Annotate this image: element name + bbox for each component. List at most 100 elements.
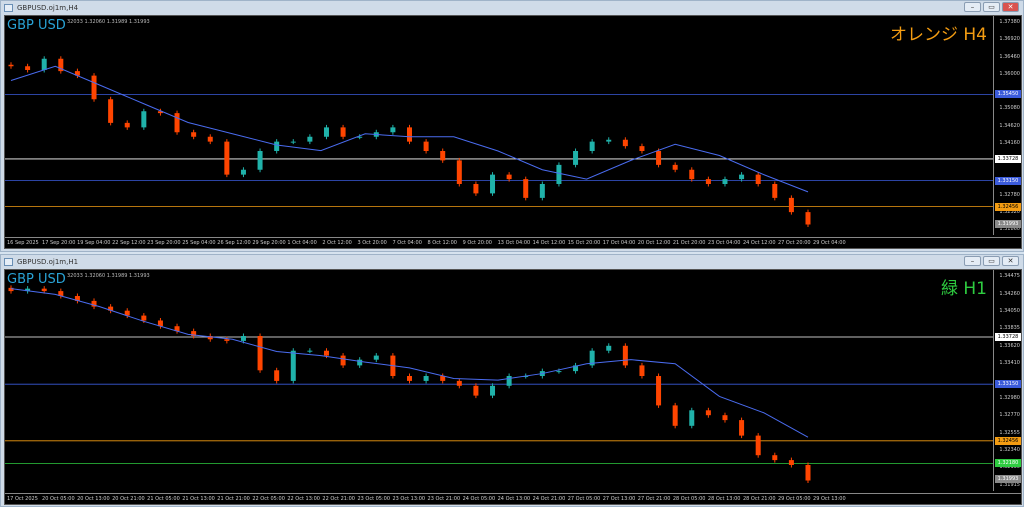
time-tick-label: 9 Oct 20:00 — [462, 240, 492, 246]
time-tick-label: 17 Sep 20:00 — [42, 240, 76, 246]
candle — [290, 350, 296, 381]
candle — [8, 64, 14, 67]
moving-average-line — [10, 65, 809, 193]
maximize-button[interactable]: ▭ — [983, 2, 1000, 12]
candle — [573, 151, 579, 165]
time-tick-label: 27 Oct 20:00 — [777, 240, 811, 246]
price-tick-label: 1.34160 — [999, 139, 1020, 146]
candle — [689, 169, 695, 180]
minimize-button[interactable]: – — [964, 2, 981, 12]
candle — [8, 287, 14, 292]
candle — [407, 127, 412, 142]
window-title: GBPUSD.oj1m,H1 — [17, 258, 79, 266]
time-tick-label: 27 Oct 13:00 — [602, 496, 636, 502]
time-tick-label: 27 Oct 21:00 — [637, 496, 671, 502]
candle — [423, 141, 429, 151]
candle — [788, 197, 794, 213]
price-plot[interactable] — [5, 16, 993, 235]
price-tick-label: 1.36000 — [999, 70, 1020, 77]
time-tick-label: 15 Oct 20:00 — [567, 240, 601, 246]
time-tick-label: 22 Sep 12:00 — [112, 240, 146, 246]
candle — [141, 315, 147, 321]
h4-chart-window[interactable]: GBPUSD.oj1m,H4 – ▭ ✕ GBP USD 32033 1.32060 … — [0, 0, 1024, 252]
candle — [290, 141, 296, 143]
time-tick-label: 26 Sep 12:00 — [217, 240, 251, 246]
ohlc-readout: 32033 1.32060 1.31989 1.31993 — [67, 19, 150, 25]
candle — [390, 127, 396, 133]
window-title-bar[interactable]: GBPUSD.oj1m,H1 – ▭ ✕ — [1, 255, 1023, 269]
candle — [274, 370, 280, 381]
time-tick-label: 1 Oct 04:00 — [287, 240, 317, 246]
price-level-badge: 1.32456 — [995, 436, 1021, 445]
time-tick-label: 24 Oct 12:00 — [742, 240, 776, 246]
time-tick-label: 13 Oct 04:00 — [497, 240, 531, 246]
candle — [41, 58, 47, 70]
candle — [722, 415, 728, 421]
time-tick-label: 20 Oct 21:00 — [112, 496, 145, 502]
candle — [240, 336, 246, 341]
candle — [108, 306, 114, 311]
price-tick-label: 1.34050 — [999, 307, 1020, 314]
maximize-button[interactable]: ▭ — [983, 256, 1000, 266]
candle — [755, 435, 761, 456]
candle — [274, 141, 280, 151]
price-tick-label: 1.35080 — [999, 105, 1020, 112]
candle — [191, 331, 197, 337]
price-tick-label: 1.34475 — [999, 273, 1020, 279]
candle — [656, 376, 662, 406]
price-tick-label: 1.32770 — [999, 412, 1020, 419]
time-tick-label: 19 Sep 04:00 — [77, 240, 111, 246]
candle — [755, 174, 761, 184]
time-tick-label: 29 Sep 20:00 — [252, 240, 286, 246]
time-tick-label: 21 Oct 21:00 — [217, 496, 250, 502]
candle — [307, 350, 313, 352]
time-tick-label: 20 Oct 05:00 — [42, 496, 75, 502]
time-tick-label: 24 Oct 05:00 — [462, 496, 496, 502]
price-tick-label: 1.32980 — [999, 395, 1020, 402]
candle — [539, 184, 545, 198]
price-tick-label: 1.33620 — [999, 342, 1020, 349]
symbol-label: GBP USD — [7, 272, 66, 287]
price-tick-label: 1.36460 — [999, 53, 1020, 60]
h1-chart-window[interactable]: GBPUSD.oj1m,H1 – ▭ ✕ GBP USD 32033 1.32060 … — [0, 254, 1024, 507]
close-button[interactable]: ✕ — [1002, 2, 1019, 12]
candle — [207, 136, 213, 142]
candle — [323, 127, 329, 137]
time-axis: 17 Oct 2025 20 Oct 05:00 20 Oct 13:00 20 Oc… — [5, 493, 1021, 504]
candle — [207, 336, 213, 340]
candle — [25, 66, 31, 70]
time-tick-label: 20 Oct 12:00 — [637, 240, 671, 246]
price-tick-label: 1.32340 — [999, 447, 1020, 454]
time-tick-label: 29 Oct 13:00 — [813, 496, 846, 502]
time-tick-label: 23 Oct 21:00 — [427, 496, 461, 502]
time-tick-label: 8 Oct 12:00 — [427, 240, 457, 246]
price-tick-label: 1.33410 — [999, 359, 1020, 366]
candle — [606, 139, 612, 142]
candle — [407, 376, 412, 381]
time-tick-label: 24 Oct 13:00 — [497, 496, 531, 502]
price-level-badge: 1.33728 — [995, 332, 1021, 341]
time-axis: 16 Sep 2025 17 Sep 20:00 19 Sep 04:00 22 Se… — [5, 237, 1021, 248]
window-title-bar[interactable]: GBPUSD.oj1m,H4 – ▭ ✕ — [1, 1, 1023, 15]
close-button[interactable]: ✕ — [1002, 256, 1019, 266]
price-plot[interactable] — [5, 270, 993, 491]
candle — [639, 146, 645, 151]
candle — [739, 420, 745, 436]
time-tick-label: 23 Oct 05:00 — [357, 496, 391, 502]
time-tick-label: 25 Sep 04:00 — [182, 240, 216, 246]
time-tick-label: 28 Oct 13:00 — [707, 496, 741, 502]
candle — [124, 122, 130, 128]
time-tick-label: 21 Oct 05:00 — [147, 496, 180, 502]
time-tick-label: 23 Oct 13:00 — [392, 496, 426, 502]
window-title: GBPUSD.oj1m,H4 — [17, 4, 79, 12]
candle — [307, 136, 313, 142]
candle — [224, 141, 230, 175]
time-tick-label: 17 Oct 2025 — [7, 496, 38, 502]
h4-chart[interactable]: GBP USD 32033 1.32060 1.31989 1.31993 オレンジ… — [4, 15, 1022, 249]
price-tick-label: 1.37380 — [999, 19, 1020, 25]
h1-chart[interactable]: GBP USD 32033 1.32060 1.31989 1.31993 緑 H1… — [4, 269, 1022, 505]
candle — [556, 164, 562, 184]
time-tick-label: 23 Sep 20:00 — [147, 240, 181, 246]
minimize-button[interactable]: – — [964, 256, 981, 266]
candle — [772, 184, 778, 198]
